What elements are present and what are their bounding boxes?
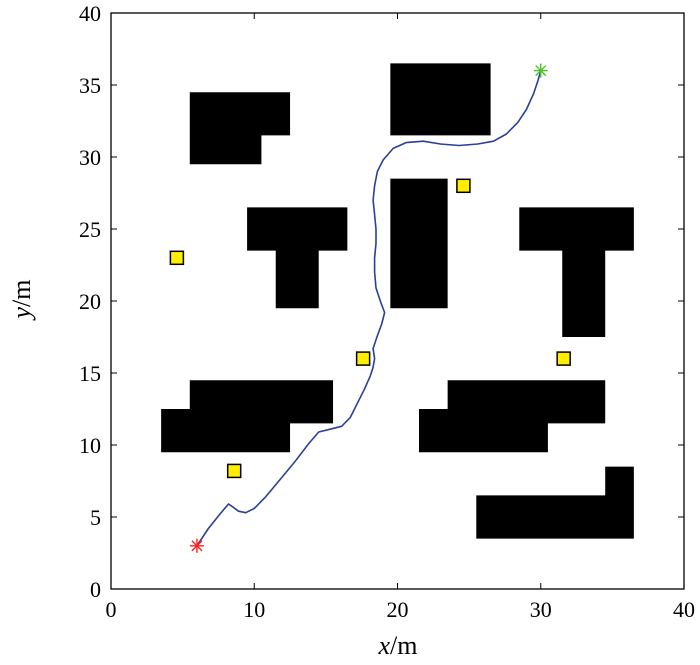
y-tick-label: 10 [79,433,101,458]
obstacle [189,92,291,165]
x-axis-label: x/m [378,631,418,660]
y-tick-label: 20 [79,289,101,314]
x-tick-label: 20 [387,597,409,622]
y-tick-label: 25 [79,217,101,242]
x-tick-label: 0 [106,597,117,622]
start-marker [189,538,204,553]
target-point [556,351,571,366]
obstacle [390,178,448,309]
x-tick-label: 40 [673,597,695,622]
axis-ticks [110,12,685,590]
target-point [226,463,242,479]
obstacle [390,63,491,136]
target-point [169,250,185,266]
y-tick-label: 15 [79,361,101,386]
planned-path [196,70,542,547]
obstacle [476,466,634,539]
path-layer [196,70,542,547]
obstacle [418,380,606,453]
y-tick-label: 5 [90,505,101,530]
goal-marker [533,63,548,78]
obstacle [161,380,334,453]
obstacle [247,207,348,309]
y-tick-label: 35 [79,73,101,98]
x-tick-label: 10 [243,597,265,622]
target-point [456,178,471,194]
x-tick-label: 30 [530,597,552,622]
y-tick-label: 30 [79,145,101,170]
obstacles [161,63,634,539]
y-axis-label: y/m [7,280,36,322]
y-tick-label: 40 [79,1,101,26]
targets [169,178,571,479]
y-tick-label: 0 [90,577,101,602]
target-point [355,351,371,366]
x-tick-labels: 0 10 20 30 40 [106,597,696,622]
y-tick-labels: 0 5 10 15 20 25 30 35 40 [79,1,101,602]
obstacle [519,207,634,337]
markers [189,63,548,553]
